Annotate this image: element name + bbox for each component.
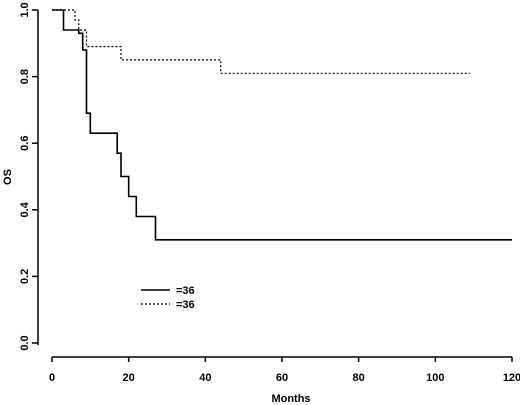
legend: =36 =36 [141,285,195,311]
y-axis-title: OS [2,169,14,185]
series-line-2 [52,9,470,74]
x-tick-label: 80 [353,372,365,384]
y-ticks: 0.0 0.2 0.4 0.6 0.8 1.0 [19,2,38,351]
legend-label-series-2: =36 [176,299,195,311]
x-tick-label: 0 [49,372,55,384]
x-tick-label: 120 [503,372,520,384]
series-line-1 [52,9,512,241]
y-tick-label: 0.0 [19,335,31,350]
x-ticks: 0 20 40 60 80 100 120 [49,357,520,384]
x-tick-label: 100 [426,372,444,384]
x-tick-label: 60 [276,372,288,384]
x-tick-label: 40 [199,372,211,384]
x-axis-title: Months [271,393,310,405]
y-tick-label: 0.6 [19,136,31,151]
x-tick-label: 20 [123,372,135,384]
y-tick-label: 0.4 [19,201,31,217]
chart-axes [37,10,512,358]
y-tick-label: 1.0 [19,2,31,17]
y-tick-label: 0.2 [19,269,31,284]
y-tick-label: 0.8 [19,69,31,84]
legend-label-series-1: =36 [176,285,195,297]
series-layer [52,9,512,241]
